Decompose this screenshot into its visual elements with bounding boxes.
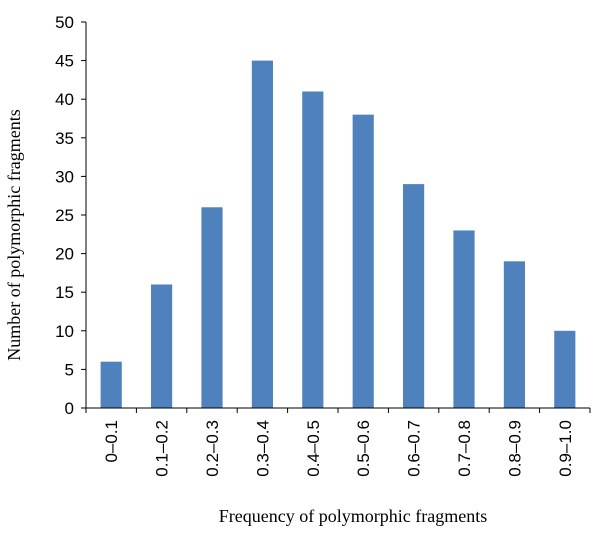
x-tick-label: 0.6–0.7 [405,420,424,477]
y-tick-label: 10 [55,322,74,341]
y-axis-title: Number of polymorphic fragments [4,109,24,360]
y-axis-ticks: 0 5 10 15 20 25 30 35 40 45 50 [55,13,86,418]
x-tick-label: 0.4–0.5 [304,420,323,477]
bar-0–0.1 [100,361,122,408]
bar-0.5–0.6 [352,114,374,408]
y-tick-label: 45 [55,52,74,71]
y-tick-label: 15 [55,283,74,302]
y-tick-label: 50 [55,13,74,32]
y-tick-label: 35 [55,129,74,148]
bar-0.3–0.4 [251,60,273,408]
bar-0.1–0.2 [151,284,173,408]
bar-0.7–0.8 [453,230,475,408]
bars-group [100,60,576,408]
x-tick-label: 0.1–0.2 [153,420,172,477]
y-tick-label: 5 [65,360,74,379]
y-tick-label: 30 [55,167,74,186]
bar-0.4–0.5 [302,91,324,408]
y-tick-label: 20 [55,245,74,264]
x-tick-label: 0.3–0.4 [253,420,272,477]
x-tick-label: 0.7–0.8 [455,420,474,477]
bar-0.8–0.9 [503,261,525,408]
y-tick-label: 40 [55,90,74,109]
bar-0.9–1.0 [554,330,576,408]
x-tick-label: 0.2–0.3 [203,420,222,477]
x-axis-ticks: 0–0.1 0.1–0.2 0.2–0.3 0.3–0.4 0.4–0.5 0.5–0.6… [85,408,591,477]
x-tick-label: 0–0.1 [102,420,121,463]
x-tick-label: 0.9–1.0 [556,420,575,477]
y-tick-label: 0 [65,399,74,418]
x-axis-title: Frequency of polymorphic fragments [219,506,487,526]
bar-0.2–0.3 [201,207,223,408]
y-tick-label: 25 [55,206,74,225]
x-tick-label: 0.5–0.6 [354,420,373,477]
x-tick-label: 0.8–0.9 [505,420,524,477]
bar-0.6–0.7 [403,184,425,408]
